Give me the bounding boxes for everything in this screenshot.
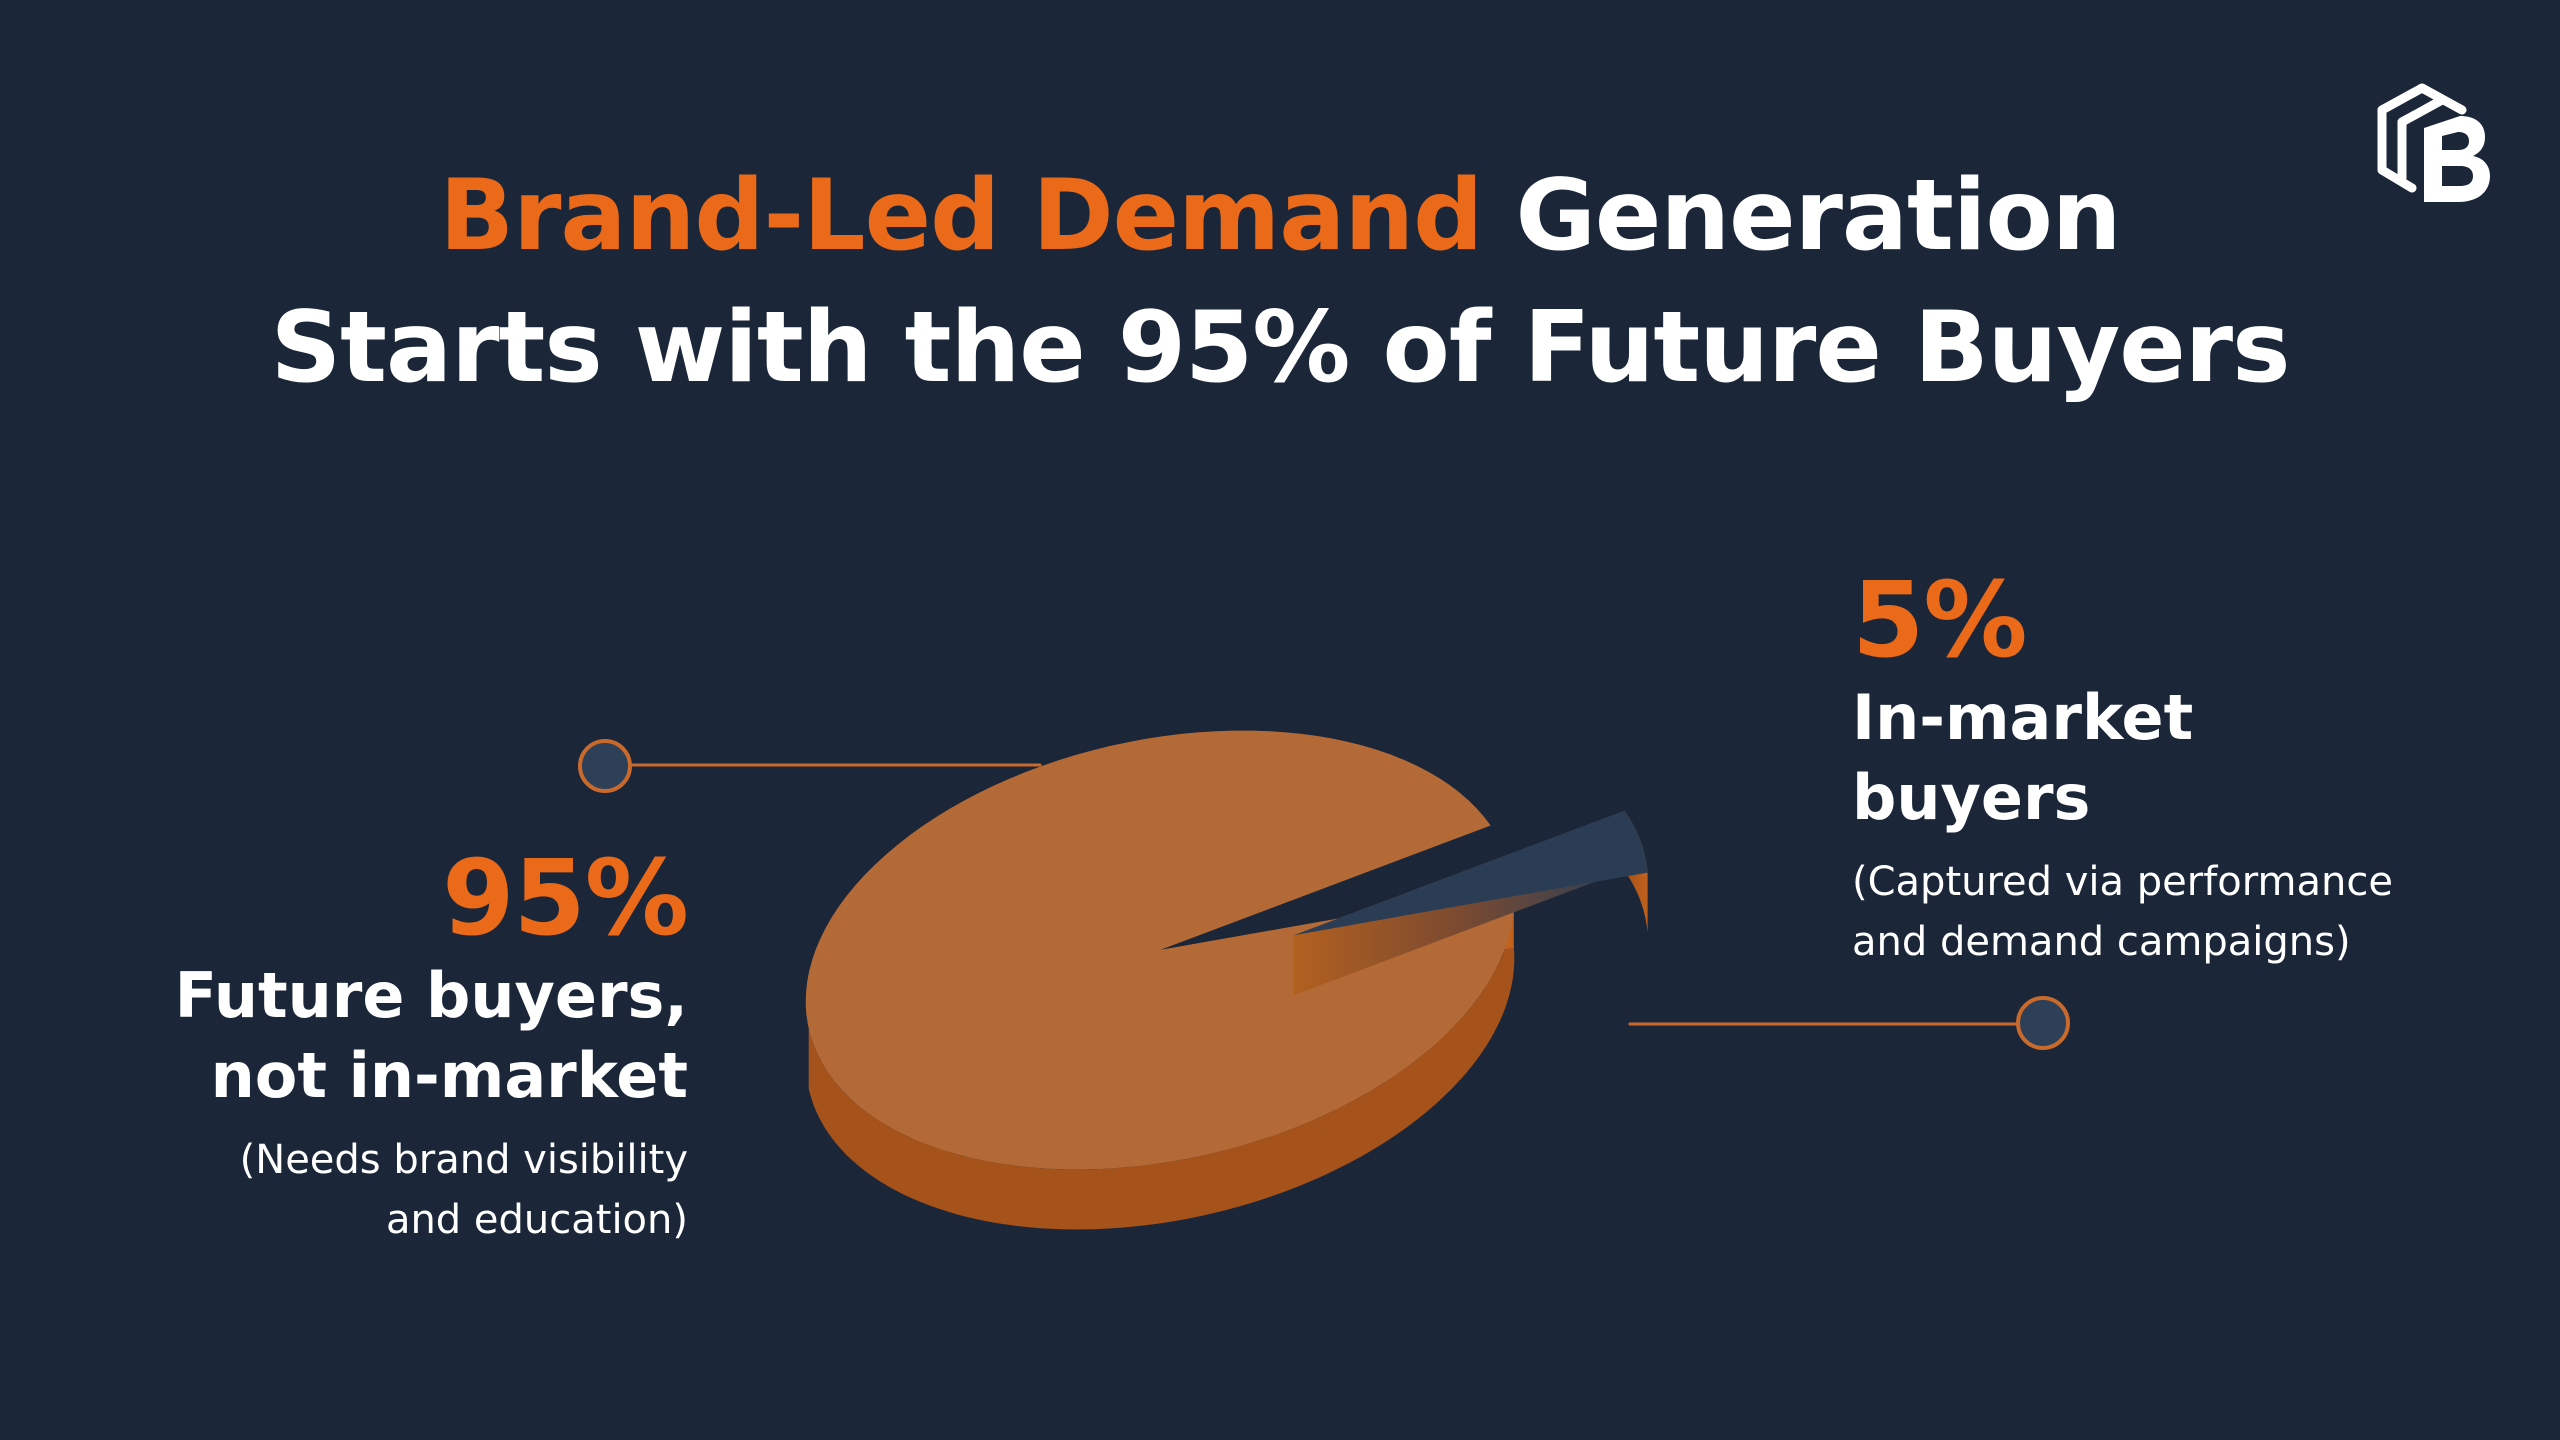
value-label-5: 5%	[1852, 559, 2028, 681]
note-inmarket-2: and demand campaigns)	[1852, 919, 2351, 965]
note-future-1: (Needs brand visibility	[239, 1137, 688, 1183]
title-rest: Generation	[1482, 159, 2121, 273]
category-label-future-2: not in-market	[210, 1039, 688, 1112]
category-label-future-1: Future buyers,	[174, 959, 688, 1032]
note-in-market: (Captured via performance and demand cam…	[1852, 852, 2393, 972]
pie-slice-future-buyers	[805, 730, 1515, 1230]
label-future-buyers: 95% Future buyers, not in-market (Needs …	[174, 837, 689, 1250]
note-future-buyers: (Needs brand visibility and education)	[175, 1130, 688, 1250]
connector-dot-left	[578, 739, 632, 793]
category-label-inmarket-1: In-market	[1852, 681, 2194, 754]
title-line-2: Starts with the 95% of Future Buyers	[270, 291, 2291, 405]
note-future-2: and education)	[385, 1197, 688, 1243]
label-in-market-buyers: 5% In-market buyers (Captured via perfor…	[1852, 562, 2393, 972]
pie-minor-top-face	[1293, 810, 1648, 936]
pie-main-side-wall	[808, 884, 1515, 1230]
connector-left	[578, 739, 1042, 793]
connector-right	[1628, 996, 2070, 1050]
value-label-95: 95%	[442, 837, 689, 959]
pie-main-top-face	[805, 730, 1515, 1170]
brand-logo-icon	[2377, 83, 2490, 202]
chart-title: Brand-Led Demand Generation Starts with …	[0, 150, 2560, 414]
title-accent: Brand-Led Demand	[439, 159, 1483, 273]
pie-slice-in-market-buyers	[1293, 810, 1648, 996]
note-inmarket-1: (Captured via performance	[1852, 859, 2393, 905]
connector-dot-right	[2016, 996, 2070, 1050]
category-label-inmarket-2: buyers	[1852, 761, 2091, 834]
